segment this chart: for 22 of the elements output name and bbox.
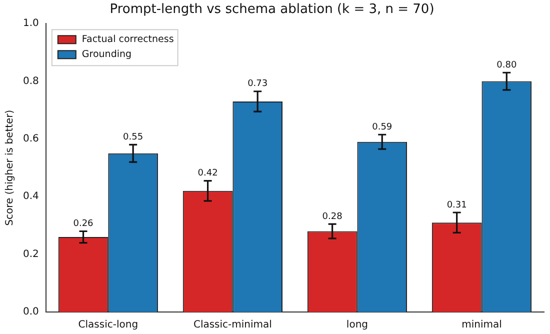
x-tick-label: minimal bbox=[462, 320, 502, 331]
y-tick-label: 1.0 bbox=[22, 18, 39, 30]
data-label: 0.59 bbox=[372, 122, 392, 132]
data-label: 0.31 bbox=[446, 200, 467, 210]
data-label: 0.80 bbox=[496, 60, 517, 70]
data-label: 0.28 bbox=[322, 212, 343, 222]
data-label: 0.26 bbox=[73, 219, 94, 230]
y-tick-label: 0.2 bbox=[22, 248, 39, 260]
y-tick-label: 0.4 bbox=[22, 191, 39, 202]
x-tick-label: Classic-minimal bbox=[193, 320, 272, 331]
data-label: 0.55 bbox=[123, 132, 144, 143]
y-tick-label: 0.0 bbox=[22, 306, 39, 318]
chart-title: Prompt-length vs schema ablation (k = 3, n = 70) bbox=[110, 2, 434, 18]
y-tick-label: 0.8 bbox=[22, 76, 39, 87]
y-tick-label: 0.6 bbox=[22, 134, 39, 145]
x-tick-label: Classic-long bbox=[78, 320, 138, 331]
y-axis-title: Score (higher is better) bbox=[4, 110, 16, 226]
legend-label: Grounding bbox=[82, 49, 132, 60]
x-tick-label: long bbox=[346, 320, 368, 331]
data-label: 0.73 bbox=[248, 79, 268, 90]
data-label: 0.42 bbox=[198, 168, 218, 179]
legend-label: Factual correctness bbox=[82, 34, 174, 46]
